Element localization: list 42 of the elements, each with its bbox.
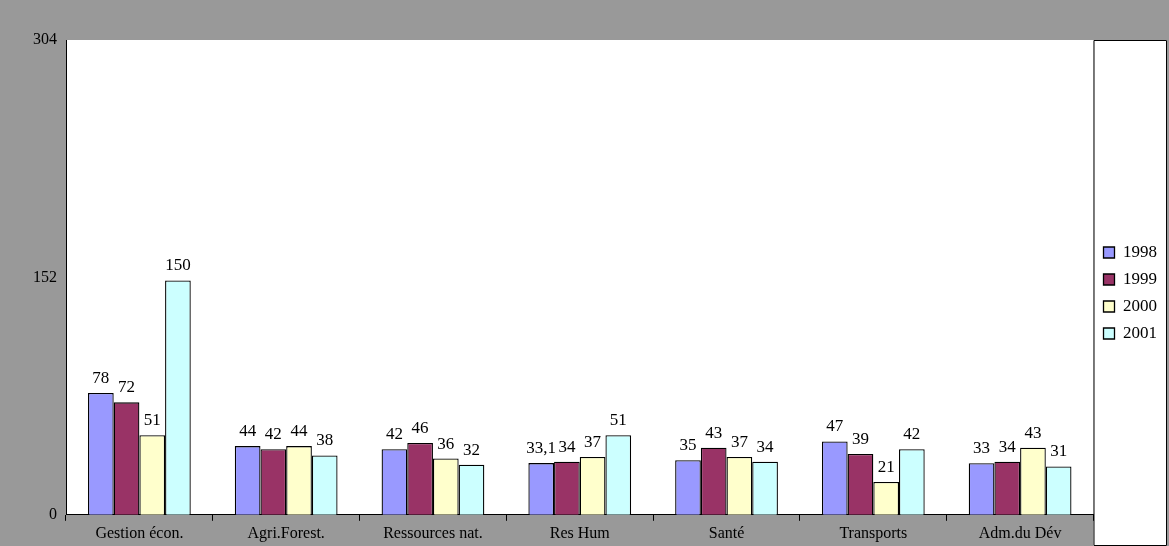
- y-tick-label: 152: [33, 267, 57, 285]
- data-label: 78: [92, 367, 110, 387]
- data-label: 21: [877, 456, 895, 476]
- data-label: 33,1: [526, 438, 557, 458]
- data-label: 34: [998, 436, 1017, 456]
- data-label: 44: [290, 421, 309, 441]
- data-label: 44: [239, 421, 257, 441]
- data-label: 34: [756, 436, 775, 456]
- x-tick-label: Agri.Forest.: [247, 523, 325, 542]
- x-tick-label: Adm.du Dév: [978, 523, 1062, 541]
- data-label: 43: [705, 422, 723, 442]
- y-tick-label: 304: [33, 30, 57, 48]
- data-label: 39: [851, 428, 869, 448]
- x-tick-label: Transports: [839, 523, 908, 542]
- data-label: 72: [118, 377, 136, 397]
- data-label: 43: [1024, 422, 1042, 442]
- data-label: 33: [973, 438, 991, 458]
- x-tick-label: Santé: [708, 523, 745, 541]
- data-label: 34: [558, 436, 576, 456]
- data-label: 37: [584, 431, 602, 451]
- x-tick-label: Ressources nat.: [383, 523, 483, 541]
- data-label: 35: [679, 435, 697, 455]
- data-label: 42: [903, 424, 921, 444]
- legend-label: 2001: [1123, 322, 1157, 342]
- data-label: 46: [411, 417, 429, 437]
- data-label: 37: [730, 431, 749, 451]
- legend-label: 1998: [1123, 241, 1157, 261]
- data-label: 42: [264, 424, 282, 444]
- data-label: 42: [385, 424, 403, 444]
- legend-label: 1999: [1123, 268, 1157, 288]
- data-label: 36: [437, 433, 455, 453]
- data-label: 32: [463, 439, 480, 459]
- y-tick-label: 0: [49, 505, 57, 522]
- data-label: 38: [316, 430, 334, 450]
- data-label: 31: [1050, 441, 1068, 461]
- x-tick-label: Gestion écon.: [95, 523, 184, 541]
- data-label: 51: [143, 410, 161, 430]
- data-label: 47: [826, 416, 844, 436]
- data-label: 150: [165, 255, 191, 275]
- data-label: 51: [609, 410, 627, 430]
- legend-label: 2000: [1123, 295, 1157, 315]
- x-tick-label: Res Hum: [549, 523, 611, 541]
